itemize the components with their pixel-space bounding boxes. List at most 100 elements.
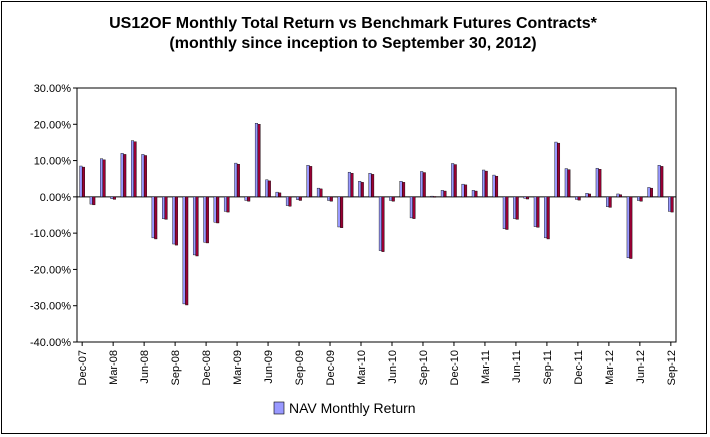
bar <box>306 165 310 198</box>
plot-area <box>76 87 677 343</box>
bar <box>327 196 331 201</box>
bar <box>337 196 341 228</box>
bar <box>502 196 506 229</box>
bar <box>223 196 227 212</box>
y-tick-label: 10.00% <box>34 156 72 168</box>
x-tick-label: Sep-09 <box>294 350 306 385</box>
y-tick-label: 20.00% <box>34 119 72 131</box>
y-tick-label: -40.00% <box>30 337 71 349</box>
bar <box>557 142 561 198</box>
bar <box>474 190 478 198</box>
bar <box>102 159 106 198</box>
chart-title: US12OF Monthly Total Return vs Benchmark… <box>109 15 597 32</box>
bar <box>637 196 641 201</box>
y-tick-label: -20.00% <box>30 264 71 276</box>
bar <box>505 196 509 230</box>
bar <box>358 181 362 198</box>
bar <box>389 196 393 201</box>
bar <box>608 196 612 208</box>
bar <box>133 141 137 198</box>
y-tick-label: -10.00% <box>30 228 71 240</box>
bar <box>329 196 333 202</box>
bar <box>381 196 385 252</box>
bar <box>668 196 672 212</box>
bar <box>319 188 323 198</box>
bar <box>564 168 568 198</box>
bar <box>533 196 537 227</box>
bar <box>89 196 93 205</box>
bar <box>162 196 165 219</box>
x-tick-label: Sep-08 <box>170 350 182 385</box>
x-tick-label: Jun-10 <box>387 350 399 384</box>
bar <box>577 196 581 201</box>
bar <box>391 196 395 202</box>
bar <box>267 180 271 198</box>
bar <box>412 196 416 219</box>
x-tick-label: Mar-08 <box>108 350 120 385</box>
x-tick-label: Dec-08 <box>201 350 213 385</box>
legend-swatch <box>273 401 285 415</box>
bar <box>195 196 199 257</box>
bar <box>247 196 251 202</box>
bar <box>585 193 589 198</box>
bar <box>174 196 178 246</box>
bar <box>131 140 135 198</box>
bar <box>588 193 591 198</box>
bar <box>433 196 437 198</box>
bar <box>399 181 403 198</box>
x-tick-label: Mar-11 <box>480 350 492 384</box>
bar <box>257 124 261 198</box>
bar <box>368 173 372 198</box>
bar <box>526 196 530 200</box>
bar <box>360 182 364 198</box>
x-tick-label: Sep-11 <box>542 350 554 385</box>
bar <box>409 196 413 219</box>
bar <box>298 196 302 201</box>
bar <box>285 196 289 206</box>
bar <box>100 158 104 198</box>
y-tick-label: -30.00% <box>30 301 71 313</box>
bar <box>92 196 96 206</box>
bar <box>192 196 196 256</box>
bar <box>649 187 653 198</box>
bar <box>347 171 351 198</box>
y-tick-label: 30.00% <box>34 83 72 95</box>
bar <box>205 196 209 244</box>
bar <box>185 196 189 306</box>
bar <box>371 174 375 198</box>
bar <box>536 196 540 228</box>
chart-title-block: US12OF Monthly Total Return vs Benchmark… <box>0 14 706 54</box>
bar <box>234 162 238 198</box>
x-tick-label: Jun-08 <box>139 350 151 384</box>
bar <box>567 169 571 198</box>
x-tick-label: Dec-11 <box>573 350 585 385</box>
bar <box>513 196 517 219</box>
bar <box>495 175 499 198</box>
bar <box>110 196 114 199</box>
bar <box>482 169 486 198</box>
bar <box>657 165 661 198</box>
bar <box>172 196 176 245</box>
bar <box>236 163 240 198</box>
bar <box>430 195 434 198</box>
bar <box>464 184 468 198</box>
bar <box>606 196 610 207</box>
bar <box>316 187 320 198</box>
x-tick-label: Dec-10 <box>449 350 461 385</box>
bar <box>296 196 300 200</box>
bar <box>595 167 599 198</box>
x-tick-label: Mar-09 <box>232 350 244 385</box>
bar <box>451 163 455 198</box>
bar <box>378 196 382 251</box>
bar <box>216 196 220 224</box>
x-tick-label: Sep-12 <box>666 350 678 385</box>
bar <box>265 179 269 198</box>
bar <box>647 187 651 198</box>
bar <box>422 172 426 198</box>
bar <box>164 196 168 220</box>
x-tick-label: Sep-10 <box>418 350 430 385</box>
legend-label: NAV Monthly Return <box>289 400 416 416</box>
bar <box>309 166 313 198</box>
bar <box>616 193 620 198</box>
